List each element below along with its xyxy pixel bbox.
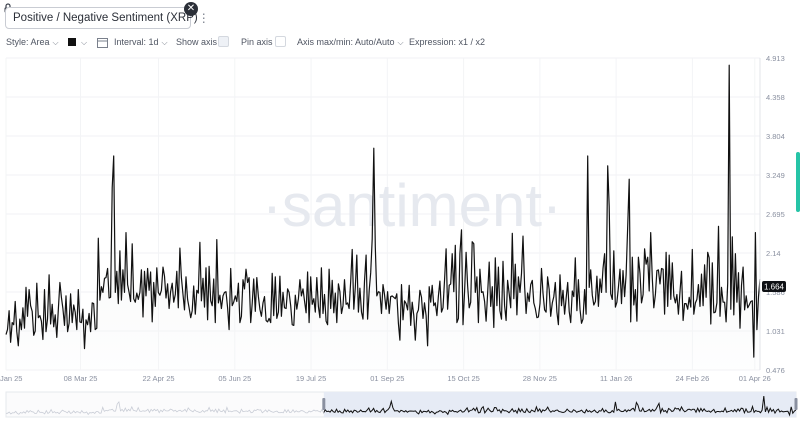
pin-axis-toggle[interactable] (275, 36, 286, 47)
calendar-icon (97, 38, 108, 48)
color-chevron-down-icon[interactable]: ⌵ (81, 38, 88, 47)
y-tick-label: 1.031 (766, 327, 785, 336)
chart-toolbar: Style: Area ⌵ ⌵ Interval: 1d ⌵ Show axis P… (0, 34, 800, 52)
axis-maxmin-dropdown[interactable]: Axis max/min: Auto/Auto ⌵ (297, 37, 404, 48)
y-tick-label: 3.804 (766, 132, 785, 141)
series-area (6, 65, 760, 370)
navigator-line-inactive (5, 395, 797, 417)
axis-maxmin-label: Axis max/min: Auto/Auto (297, 37, 395, 47)
navigator-handle-left[interactable] (322, 398, 326, 410)
chevron-down-icon: ⌵ (397, 38, 404, 47)
show-axis-label: Show axis (176, 37, 218, 47)
x-tick-label: 19 Jul 25 (296, 374, 326, 383)
chevron-down-icon: ⌵ (52, 38, 59, 47)
x-tick-label: 28 Nov 25 (523, 374, 557, 383)
grid-lines (5, 57, 760, 371)
navigator-frame (5, 391, 797, 418)
close-icon[interactable]: ✕ (184, 2, 198, 16)
navigator (5, 391, 798, 418)
interval-dropdown[interactable]: Interval: 1d ⌵ (114, 37, 168, 48)
y-tick-label: 3.249 (766, 171, 785, 180)
expression-field[interactable]: Expression: x1 / x2 (409, 37, 486, 47)
y-tick-label: 4.913 (766, 54, 785, 63)
x-tick-label: 22 Apr 25 (142, 374, 174, 383)
x-tick-label: 01 Sep 25 (370, 374, 404, 383)
interval-label: Interval: 1d (114, 37, 159, 47)
chevron-down-icon: ⌵ (161, 38, 168, 47)
y-tick-label: 2.14 (766, 249, 781, 258)
style-dropdown[interactable]: Style: Area ⌵ (6, 37, 59, 48)
scroll-accent[interactable] (796, 152, 800, 212)
x-tick-label: 11 Jan 26 (600, 374, 632, 383)
y-tick-label: 4.358 (766, 93, 785, 102)
metric-title: Positive / Negative Sentiment (XRP) (13, 12, 198, 24)
color-swatch[interactable] (68, 38, 76, 46)
navigator-handle-right[interactable] (794, 398, 798, 410)
y-tick-label: 1.586 (766, 288, 785, 297)
x-tick-label: 24 Jan 25 (0, 374, 22, 383)
navigator-line-selected (323, 395, 796, 417)
navigator-selection (323, 392, 796, 417)
x-tick-label: 05 Jun 25 (218, 374, 251, 383)
y-tick-label: 2.695 (766, 210, 785, 219)
x-axis: 24 Jan 25 08 Mar 25 22 Apr 25 05 Jun 25 19 J… (0, 374, 771, 383)
current-value-marker: 1.664 (762, 281, 786, 292)
y-tick-label: 0.476 (766, 366, 785, 375)
santiment-watermark: ·santiment· (262, 172, 562, 239)
x-tick-label: 24 Feb 26 (676, 374, 710, 383)
more-options-icon[interactable]: ⋮ (197, 11, 210, 25)
x-tick-label: 15 Oct 25 (447, 374, 480, 383)
x-tick-label: 08 Mar 25 (64, 374, 98, 383)
pin-axis-label: Pin axis (241, 37, 273, 47)
show-axis-toggle[interactable] (218, 36, 229, 47)
style-label: Style: Area (6, 37, 50, 47)
x-tick-label: 01 Apr 26 (739, 374, 771, 383)
series-line (5, 64, 761, 358)
metric-title-chip[interactable]: Positive / Negative Sentiment (XRP) ⋮ (5, 7, 210, 29)
current-value: 1.664 (764, 283, 785, 292)
y-axis: 4.913 4.358 3.804 3.249 2.695 2.14 1.586 1.031 0… (759, 54, 785, 375)
